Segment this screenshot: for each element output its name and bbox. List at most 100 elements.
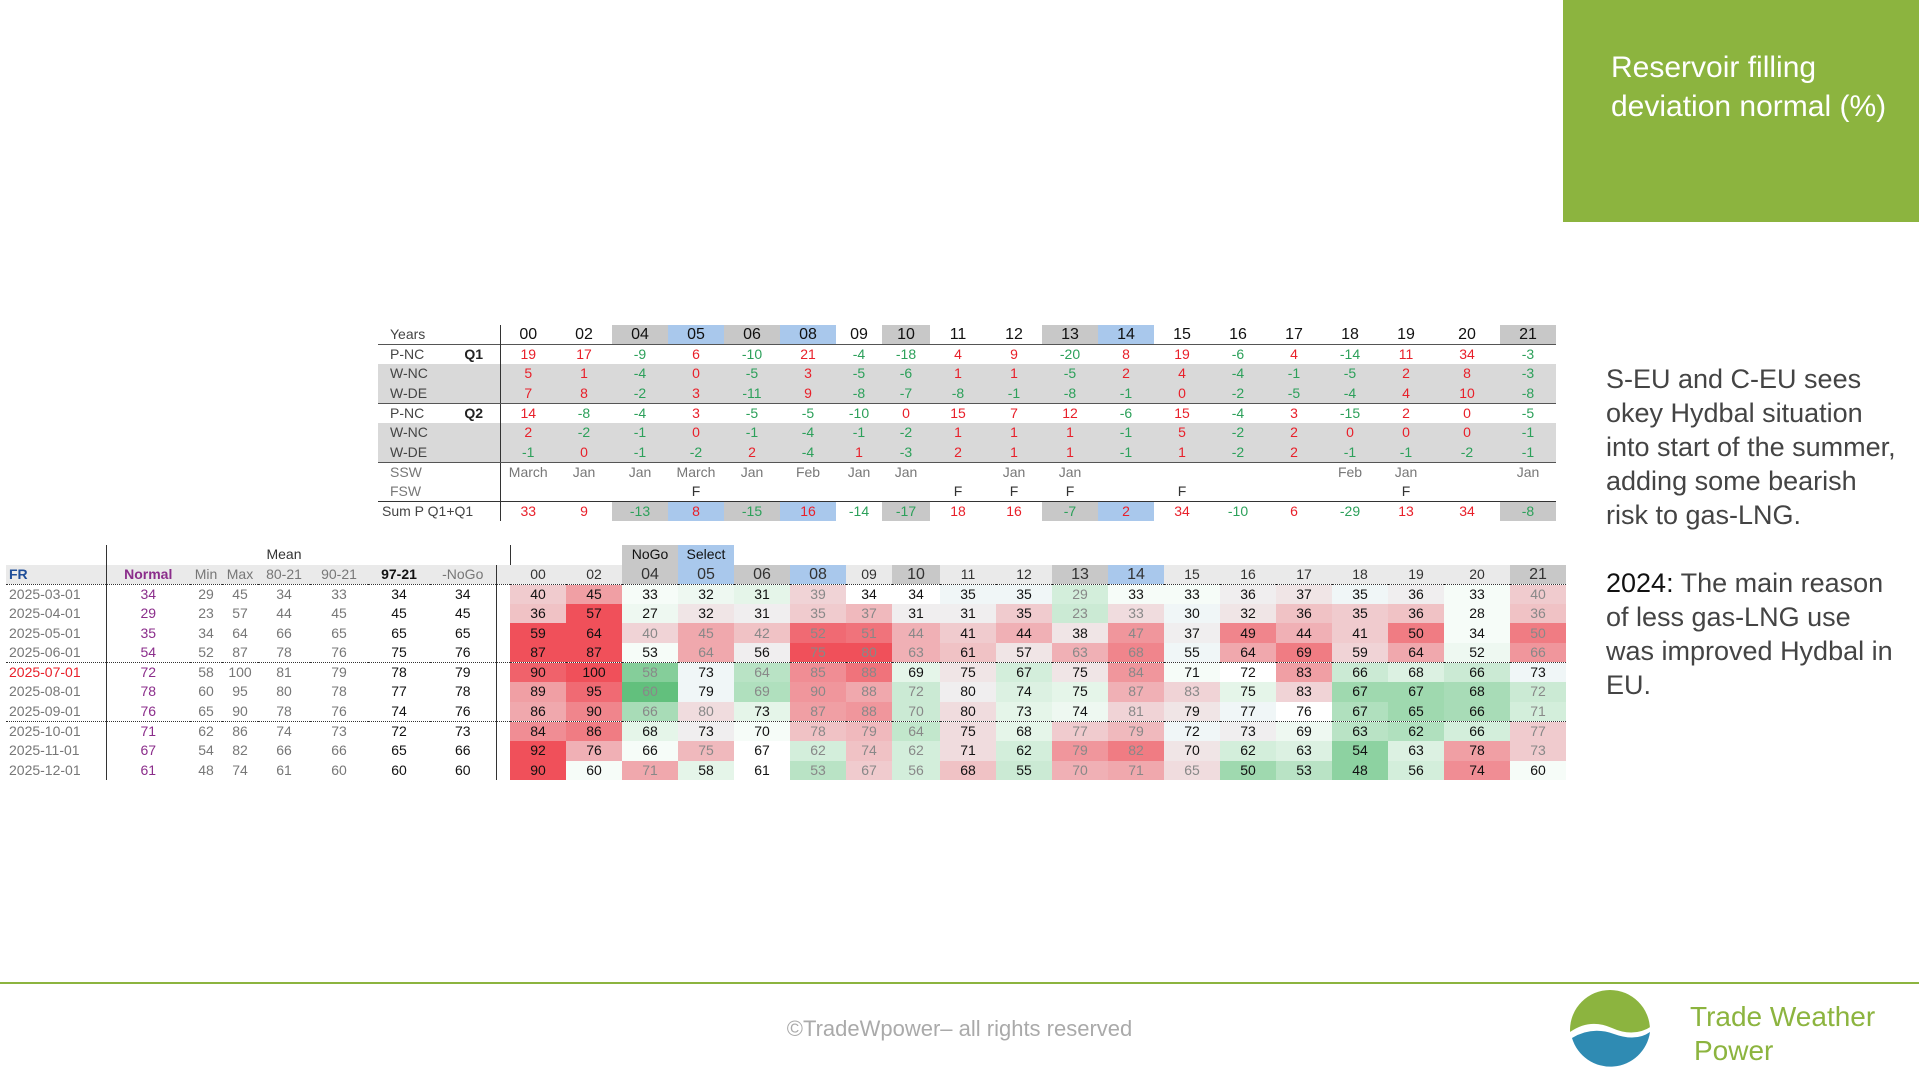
value-cell: 68 — [940, 760, 996, 781]
deviation-cell: 8 — [556, 383, 612, 404]
stat-cell: 60 — [454, 761, 471, 778]
deviation-cell: -5 — [1521, 404, 1535, 421]
stat-cell: 66 — [276, 742, 292, 759]
value-cell: 68 — [1108, 642, 1164, 663]
sum-cell: 16 — [986, 500, 1042, 521]
value-cell: 45 — [678, 623, 734, 643]
spacer-cell — [495, 760, 510, 781]
value-cell: 72 — [1510, 682, 1566, 702]
fsw-cell: F — [691, 482, 701, 499]
spacer-cell — [105, 545, 190, 565]
fsw-cell: F — [1065, 482, 1075, 499]
date-cell: 2025-06-01 — [9, 644, 81, 661]
deviation-cell: 0 — [668, 364, 724, 384]
stat-cell: 66 — [331, 742, 347, 759]
stat-cell: 78 — [105, 682, 190, 702]
stat-cell: 65 — [454, 624, 471, 641]
deviation-cell: -4 — [852, 346, 866, 363]
value-cell: 65 — [1388, 701, 1444, 722]
deviation-cell: -3 — [882, 442, 930, 463]
date-cell: 2025-08-01 — [9, 683, 81, 700]
value-cell: 68 — [1444, 682, 1510, 702]
value-cell: 44 — [996, 623, 1052, 643]
value-cell: 79 — [1052, 740, 1108, 761]
deviation-cell: -2 — [612, 383, 668, 404]
deviation-cell: -1 — [1322, 442, 1378, 463]
sum-cell: -10 — [1210, 500, 1266, 521]
data-row: 2025-04-01 29 23 57 44 45 45 45 36 57 27 32 31 35 37 31… — [6, 603, 1566, 624]
value-cell: 87 — [790, 701, 846, 722]
value-cell: 87 — [566, 642, 622, 663]
value-cell: 78 — [1444, 740, 1510, 761]
value-cell: 86 — [510, 701, 566, 722]
date-cell: 2025-10-01 — [6, 720, 106, 741]
stat-header: Max — [222, 564, 258, 585]
year-header: 20 — [1458, 326, 1476, 344]
value-cell: 67 — [1332, 701, 1388, 722]
value-cell: 90 — [566, 701, 622, 722]
spacer-cell — [1444, 545, 1510, 565]
value-cell: 62 — [1388, 720, 1444, 741]
value-cell: 62 — [996, 740, 1052, 761]
fsw-cell: F — [1401, 482, 1411, 499]
value-cell: 41 — [1332, 623, 1388, 643]
stat-cell: 78 — [368, 662, 430, 683]
value-cell: 74 — [996, 682, 1052, 702]
quarter-label: Q2 — [464, 404, 484, 421]
data-row: 2025-06-01 54 52 87 78 76 75 76 87 87 53 64 56 75 80 63… — [6, 642, 1566, 663]
value-cell: 44 — [892, 623, 940, 643]
value-cell: 33 — [1444, 583, 1510, 604]
deviation-cell: 1 — [1154, 442, 1210, 463]
deviation-cell: -1 — [1098, 442, 1154, 463]
deviation-cell: 3 — [668, 383, 724, 404]
deviation-row: W-DE 7 8 -2 3 -11 9 -8 -7 -8 -1 -8 -1 0 -2 -5 -4 4 10 -8 — [378, 383, 1556, 404]
value-cell: 67 — [996, 662, 1052, 683]
deviation-cell: 1 — [986, 442, 1042, 463]
deviation-cell: 4 — [1290, 346, 1298, 363]
value-cell: 74 — [846, 740, 892, 761]
spacer-cell — [495, 564, 510, 585]
value-cell: 71 — [1510, 701, 1566, 722]
value-cell: 73 — [1510, 662, 1566, 683]
value-cell: 66 — [1332, 662, 1388, 683]
value-cell: 35 — [940, 583, 996, 604]
quarter-label — [448, 364, 500, 384]
deviation-cell: 2 — [724, 442, 780, 463]
deviation-cell: -2 — [882, 422, 930, 443]
stat-cell: 78 — [276, 702, 292, 719]
year-header: 21 — [1500, 325, 1556, 345]
deviation-cell: -8 — [1042, 383, 1098, 404]
deviation-cell: 1 — [930, 422, 986, 443]
stat-cell: 78 — [454, 683, 471, 700]
deviation-cell: -1 — [836, 422, 882, 443]
stat-cell: 72 — [368, 720, 430, 741]
fsw-cell — [1098, 482, 1154, 502]
value-cell: 69 — [1276, 642, 1332, 663]
year-header: 02 — [566, 564, 622, 585]
deviation-cell: -2 — [1210, 442, 1266, 463]
data-row: 2025-09-01 76 65 90 78 76 74 76 86 90 66 80 73 87 88 70… — [6, 701, 1566, 722]
stat-cell: 64 — [232, 624, 248, 641]
value-cell: 48 — [1332, 760, 1388, 781]
deviation-cell: -1 — [612, 422, 668, 443]
value-cell: 36 — [1220, 583, 1276, 604]
value-cell: 35 — [996, 583, 1052, 604]
value-cell: 45 — [566, 583, 622, 604]
spacer-cell — [734, 545, 790, 565]
value-cell: 79 — [1164, 701, 1220, 722]
deviation-cell: 19 — [1174, 346, 1190, 363]
value-cell: 63 — [1276, 740, 1332, 761]
year-header: 04 — [622, 564, 678, 585]
deviation-cell: 2 — [499, 422, 556, 443]
stat-cell: 73 — [310, 720, 368, 741]
deviation-cell: -2 — [1210, 383, 1266, 404]
stat-header: Min — [190, 564, 222, 585]
stat-cell: 81 — [258, 662, 310, 683]
row-label: P-NC — [390, 346, 425, 363]
value-cell: 57 — [996, 642, 1052, 663]
value-cell: 51 — [846, 623, 892, 643]
value-cell: 67 — [846, 760, 892, 781]
stat-cell: 57 — [232, 605, 248, 622]
value-cell: 59 — [1332, 642, 1388, 663]
value-cell: 75 — [940, 720, 996, 741]
